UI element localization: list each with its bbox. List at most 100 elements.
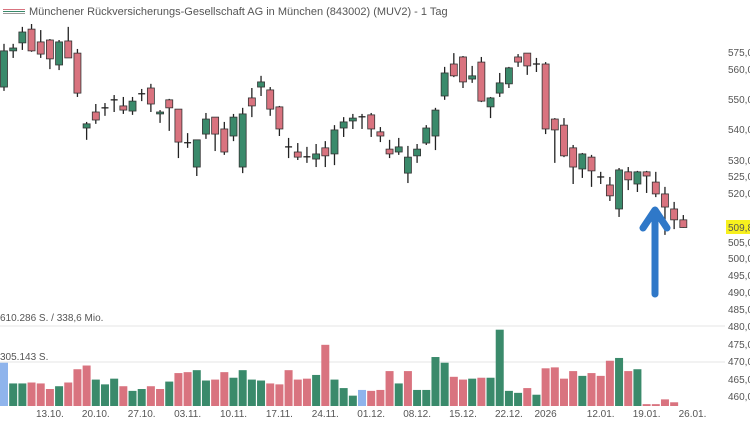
volume-bar [642,404,651,406]
volume-bars [0,329,679,406]
date-tick-label: 03.11. [174,409,201,420]
price-tick-label: 475,00 [728,340,750,351]
candle-body [220,128,229,153]
volume-bar [312,374,321,406]
candle [55,40,63,71]
price-tick-label: 470,00 [728,357,750,368]
candle-body [642,171,651,177]
candle [532,57,540,72]
volume-bar [477,377,486,406]
volume-bar [468,378,477,406]
date-tick-label: 27.10. [128,409,156,420]
candle-body [413,148,422,157]
candle [413,144,422,163]
date-axis: 13.10. 20.10. 27.10. 03.11. 10.11. 17.11. 24.1… [36,409,706,420]
candle [27,24,36,52]
candle-body [229,116,238,137]
candle [312,144,321,168]
volume-bar [284,370,293,406]
legend-lines-icon [3,9,25,15]
volume-bar [532,394,541,406]
candle-body [202,118,210,135]
candle [138,88,146,102]
candle-body [211,116,220,135]
candle [174,108,183,159]
candle [303,146,311,163]
volume-bar [165,381,174,406]
candle [119,96,128,114]
candle [504,66,513,88]
candle [477,56,486,103]
volume-bar [431,357,440,406]
price-tick-label: 480,00 [728,322,750,333]
candle-body [367,114,376,130]
volume-bar [302,378,311,406]
candle [578,152,587,178]
volume-bar [247,379,256,406]
volume-bar [559,378,568,406]
volume-bar [119,386,128,406]
candle-body [661,193,669,208]
volume-bar [578,375,587,406]
candle [184,133,192,148]
candle-body [36,41,45,55]
price-tick-label: 525,00 [728,172,750,183]
arrow-head [639,206,671,232]
volume-bar [146,386,155,406]
price-tick-label: 465,00 [728,375,750,386]
candle [569,144,578,184]
volume-bar [110,378,119,406]
candle-body [422,127,431,144]
candle [541,62,550,135]
candle [486,96,495,119]
candle [128,96,137,115]
candle [670,201,679,230]
volume-bar [174,373,183,406]
candle [211,116,220,152]
candle-body [348,117,357,122]
candle [633,170,642,192]
candle [285,137,293,159]
volume-bar [403,371,412,406]
candle-body [238,113,247,168]
volume-bar [504,390,513,406]
candle [266,87,275,116]
candle [587,154,596,187]
candle [449,53,458,78]
volume-bar [211,379,220,406]
volume-bar [523,388,532,406]
volume-bar [220,372,229,406]
candle-body [486,97,495,108]
candle [202,112,210,139]
candle [514,54,522,67]
candle [156,110,164,123]
candle [91,104,100,124]
volume-bar [660,399,669,406]
candle [9,43,18,58]
candle-body [339,121,348,129]
volume-bar [633,369,642,406]
candle-body [73,52,82,94]
candle-body [275,106,284,130]
volume-bar [64,382,73,406]
up-arrow-annotation-icon [639,206,671,298]
candle-body [55,41,63,66]
volume-bar [358,389,367,406]
volume-bar [0,362,8,406]
candle [459,56,467,88]
candle [550,118,559,163]
candle-body [266,89,275,110]
volume-bar [192,370,201,406]
volume-bar [293,379,302,406]
date-tick-label: 08.12. [403,409,431,420]
date-tick-label: 01.12. [357,409,385,420]
candle-body [670,208,679,221]
price-tick-label: 540,00 [728,125,750,136]
date-tick-label: 12.01. [587,409,615,420]
chart-title-text: Münchener Rückversicherungs-Gesellschaft… [29,6,448,18]
candle-body [312,153,321,160]
candle [376,127,385,143]
date-tick-label: 26.01. [679,409,707,420]
candle-body [495,82,504,94]
candle [330,125,339,166]
